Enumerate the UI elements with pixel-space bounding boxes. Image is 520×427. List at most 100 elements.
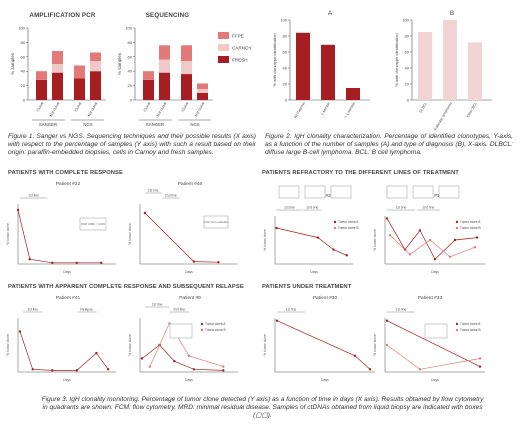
- treatment-label: 1st line: [148, 189, 159, 193]
- y-tick-label: 40: [405, 66, 410, 71]
- ctdna-box: [438, 185, 460, 199]
- bar-ffpe: [74, 65, 85, 79]
- group-label-ngs: NGS: [190, 122, 199, 127]
- x-axis-label: Days: [63, 270, 71, 274]
- patient-title: Patient #30: [313, 295, 338, 301]
- fig2-caption: Figure 2. IgH clonality characterization…: [265, 133, 513, 158]
- bar: [443, 20, 457, 100]
- y-axis-label: % with clonotype identification: [272, 33, 277, 86]
- group-label-sanger: SANGER: [39, 122, 57, 127]
- p14b-point: [428, 238, 432, 242]
- p9b-line: [149, 322, 224, 367]
- section-relapse: PATIENTS WITH APPARENT COMPLETE RESPONSE…: [8, 284, 244, 290]
- legend-swatch-ffpe: [218, 32, 229, 39]
- p14a-point: [418, 229, 422, 232]
- p2-point: [332, 248, 335, 251]
- legend-dot-b: [333, 226, 337, 230]
- fig2-chart: A 0 20 40 60 80 100 % with clonotype identifica…: [272, 10, 492, 131]
- fig1-title-pcr: AMPLIFICATION PCR: [29, 12, 96, 19]
- x-tick-label: Not clonal: [49, 101, 61, 117]
- fcm-box-46: [203, 215, 229, 229]
- ctdna-box: [330, 185, 352, 199]
- y-axis-label: % tumor clone: [6, 334, 10, 356]
- p22-point: [16, 208, 20, 212]
- p41-point: [75, 369, 79, 372]
- x-axis-label: Days: [63, 378, 71, 382]
- p14a-point: [453, 238, 457, 242]
- bar-ffpe: [52, 51, 63, 64]
- fcm-box-22-text: FCM: MRD < 0.001: [81, 222, 106, 226]
- y-tick-label: 20: [21, 83, 26, 88]
- y-tick-label: 80: [283, 34, 288, 39]
- fcm-box-33: [424, 323, 448, 339]
- patient-title: Patient #9: [179, 295, 201, 301]
- bar: [468, 42, 482, 100]
- p2-point: [345, 254, 348, 257]
- p14b-point: [388, 234, 392, 237]
- legend-label-fresh: FRESH: [232, 58, 248, 63]
- x-axis-label: Days: [431, 270, 439, 274]
- p41-point: [51, 369, 54, 372]
- legend-label-b: Tumor clone B: [338, 226, 359, 230]
- fig3-caption-text: Percentage of tumor clone detected (Y ax…: [42, 396, 484, 420]
- y-axis-label: % tumor clone: [263, 334, 267, 356]
- x-tick-label: Clonal: [74, 101, 83, 112]
- x-tick-label: Not clonal: [194, 101, 206, 117]
- p22-point: [51, 261, 54, 264]
- fig1-title-seq: SEQUENCING: [145, 12, 190, 19]
- p2-point: [275, 226, 278, 230]
- legend-swatch-fresh: [218, 56, 229, 63]
- p33b-point: [418, 368, 422, 371]
- treatment-label: 1st line: [284, 206, 295, 210]
- p41-point: [106, 368, 110, 371]
- y-tick-label: 40: [128, 69, 133, 74]
- treatment-label: 1st line: [396, 308, 407, 312]
- x-axis-label: Days: [185, 378, 193, 382]
- bar-ffpe: [143, 71, 154, 80]
- y-tick-label: 60: [128, 54, 133, 59]
- y-tick-label: 80: [405, 34, 410, 39]
- x-tick-label: Clonal: [36, 101, 45, 112]
- legend-label-a: Tumor clone A: [338, 220, 359, 224]
- y-axis-label: % tumor clone: [128, 223, 132, 245]
- fig2-caption-text: Percentage of identified clonotypes, Y-a…: [265, 133, 513, 157]
- x-axis-label: Days: [185, 270, 193, 274]
- p22-point: [28, 258, 31, 261]
- legend-label-carnoy: CARNOY: [232, 46, 252, 51]
- p14a-point: [433, 258, 437, 261]
- legend-dot-a: [333, 220, 337, 224]
- y-tick-label: 20: [405, 82, 410, 87]
- legend-label-a: Tumor clone A: [460, 322, 481, 326]
- p9b-point: [222, 365, 225, 368]
- p2-line: [276, 227, 347, 256]
- y-tick-label: 20: [283, 82, 288, 87]
- bar-ffpe: [159, 45, 170, 60]
- bar: [296, 32, 310, 100]
- fig1-caption: Figure 1. Sanger vs NGS. Sequencing tech…: [8, 133, 256, 158]
- fcm-box-22: [79, 217, 107, 231]
- legend-swatch-carnoy: [218, 44, 229, 51]
- legend-label-ffpe: FFPE: [232, 34, 244, 39]
- y-tick-label: 0: [407, 98, 410, 103]
- p46-point: [217, 261, 220, 264]
- fig3-panels: Patient #22 % tumor clone Days Patient #46%…: [6, 181, 485, 382]
- p9b-point: [148, 365, 151, 368]
- fig2-caption-bold: Figure 2. IgH clonality characterization…: [265, 133, 382, 140]
- x-tick-label: DLBCL: [419, 102, 428, 114]
- treatment-label: 1st line: [28, 194, 39, 198]
- treatment-label: 1st line: [27, 308, 38, 312]
- p46-point: [192, 260, 196, 263]
- bar-carnoy: [52, 64, 63, 73]
- p46-point: [143, 211, 147, 215]
- bar-ffpe: [181, 45, 192, 62]
- fig3-caption-bold: Figure 3. IgH clonality monitoring.: [41, 396, 140, 403]
- patient-title: Patient #46: [178, 181, 203, 187]
- fig3-caption: Figure 3. IgH clonality monitoring. Perc…: [40, 396, 485, 421]
- y-tick-label: 60: [405, 50, 410, 55]
- bar-fresh: [197, 92, 208, 100]
- p41-point: [18, 330, 22, 333]
- section-refractory: PATIENTS REFRACTORY TO THE DIFFERENT LIN…: [262, 170, 459, 176]
- p9a-point: [173, 360, 176, 363]
- p30-line: [276, 320, 371, 370]
- treatment-label: 2nd line: [423, 206, 435, 210]
